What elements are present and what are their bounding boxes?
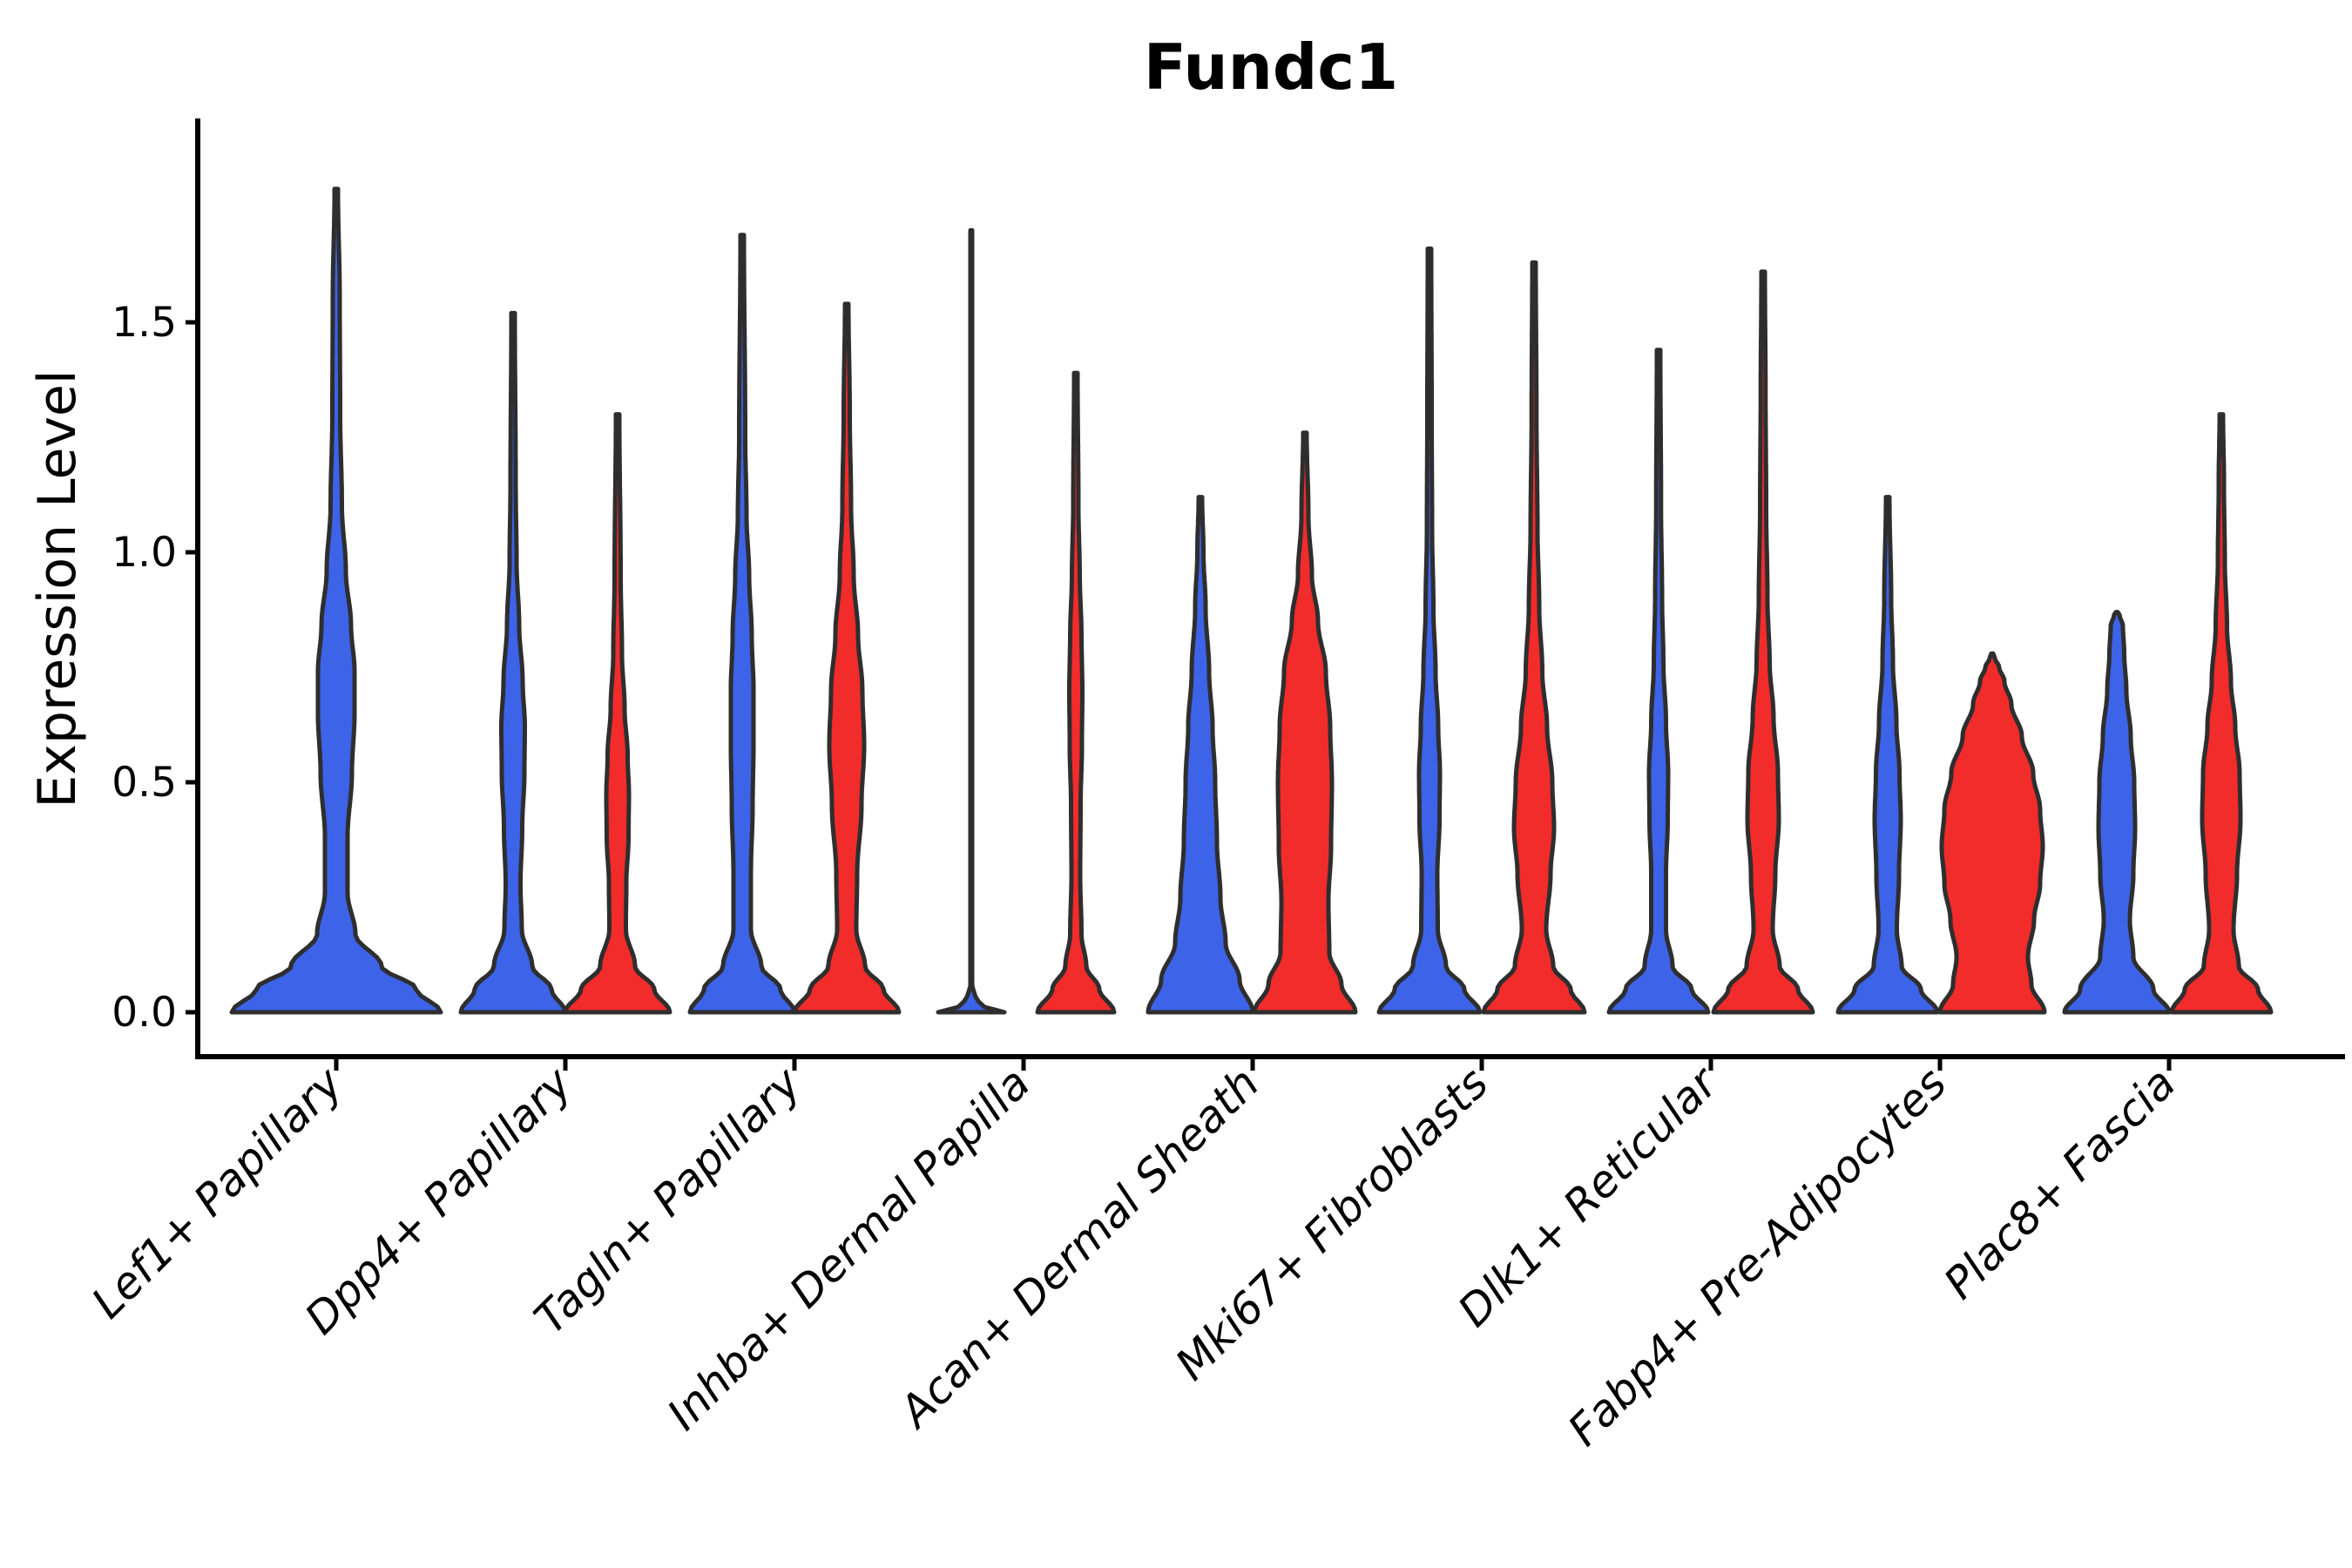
violin-mki67-fibroblasts-red bbox=[1481, 260, 1587, 1015]
violin-acan-dermal-sheath-blue bbox=[1146, 495, 1255, 1015]
violin-dlk1-reticular-red bbox=[1711, 269, 1815, 1015]
x-tick-label-plac8-fascia: Plac8+ Fascia bbox=[1935, 1058, 2186, 1308]
violin-plac8-fascia-red bbox=[2169, 412, 2274, 1015]
x-tick-label-acan-dermal-sheath: Acan+ Dermal Sheath bbox=[889, 1058, 1269, 1438]
violin-tagln-papillary-blue bbox=[687, 233, 797, 1015]
violins-layer bbox=[229, 186, 2274, 1015]
violin-mki67-fibroblasts-blue bbox=[1376, 247, 1483, 1015]
violin-fabp4-pre-adipocytes-blue bbox=[1835, 495, 1940, 1015]
violin-plac8-fascia-blue bbox=[2062, 610, 2172, 1015]
violin-fabp4-pre-adipocytes-red bbox=[1937, 651, 2047, 1015]
violin-dlk1-reticular-blue bbox=[1606, 348, 1711, 1015]
y-tick-label: 1.0 bbox=[112, 529, 177, 577]
violin-dpp4-papillary-blue bbox=[458, 310, 568, 1015]
violin-tagln-papillary-red bbox=[792, 301, 902, 1015]
y-tick-label: 0.0 bbox=[112, 989, 177, 1037]
violin-dpp4-papillary-red bbox=[563, 412, 672, 1015]
y-axis-label: Expression Level bbox=[27, 369, 88, 808]
violin-inhba-dermal-papilla-red bbox=[1035, 370, 1117, 1015]
violin-inhba-dermal-papilla-blue bbox=[936, 227, 1007, 1015]
x-tick-label-inhba-dermal-papilla: Inhba+ Dermal Papilla bbox=[658, 1058, 1039, 1439]
violin-lef1-papillary-blue bbox=[229, 186, 443, 1015]
chart-title: Fundc1 bbox=[1144, 30, 1398, 104]
x-tick-label-lef1-papillary: Lef1+ Papillary bbox=[82, 1057, 353, 1328]
y-tick-label: 1.5 bbox=[112, 299, 177, 347]
y-tick-label: 0.5 bbox=[112, 759, 177, 807]
violin-acan-dermal-sheath-red bbox=[1252, 430, 1358, 1015]
x-tick-label-fabp4-pre-adipocytes: Fabp4+ Pre-Adipocytes bbox=[1558, 1058, 1957, 1456]
